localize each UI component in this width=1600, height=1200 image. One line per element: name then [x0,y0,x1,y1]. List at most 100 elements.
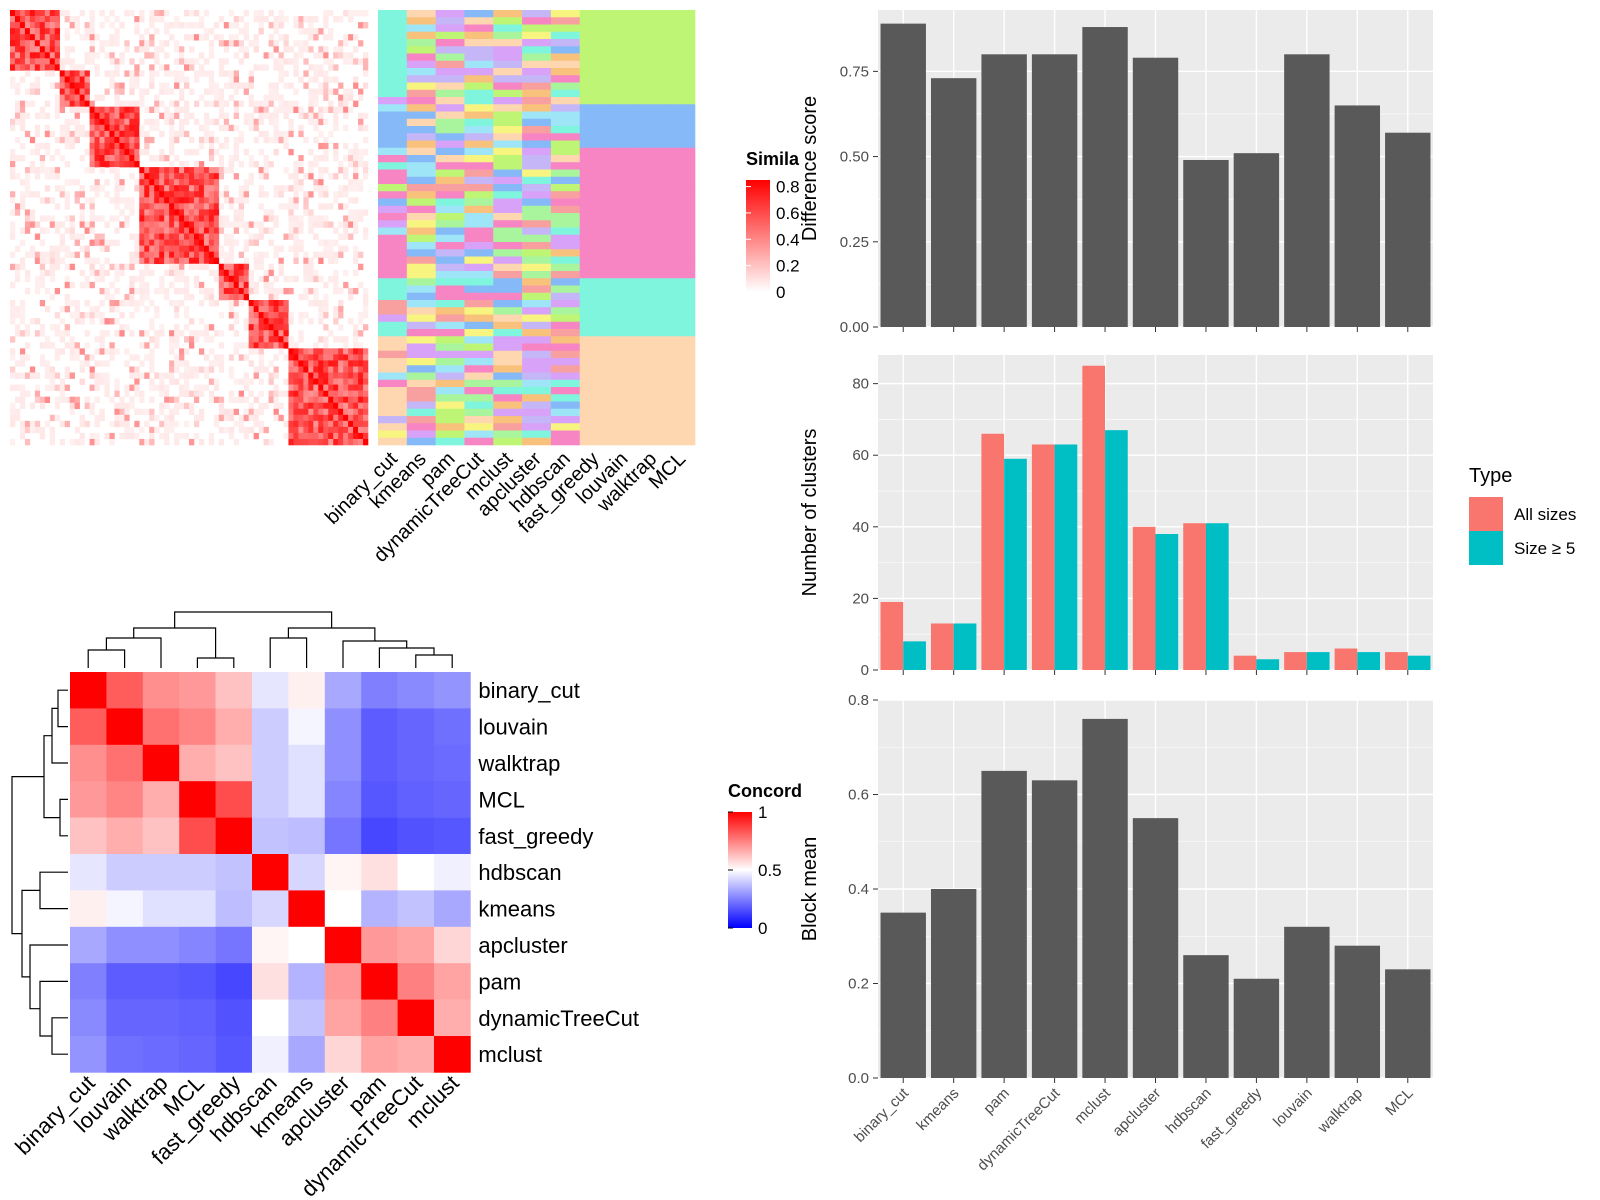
membership-cell [378,140,408,149]
similarity-cell [233,420,240,428]
membership-cell [493,242,523,250]
similarity-cell [243,354,249,361]
similarity-cell [164,251,170,259]
similarity-cell [174,354,180,361]
similarity-cell [268,161,274,168]
similarity-cell [273,22,279,29]
membership-cell [378,176,408,185]
similarity-cell [24,22,31,29]
similarity-cell [24,46,31,53]
bar [1385,132,1431,327]
similarity-cell [303,263,309,271]
similarity-cell [154,94,160,101]
similarity-cell [10,263,16,271]
similarity-cell [144,420,150,428]
similarity-cell [308,148,314,156]
concordance-cell [252,890,289,928]
similarity-cell [24,324,31,331]
similarity-cell [218,342,225,349]
concordance-row-labels: binary_cutlouvainwalktrapMCLfast_greedyh… [477,678,639,1067]
similarity-cell [268,118,274,126]
concordance-cell [288,744,326,782]
concordance-cell [142,854,180,891]
membership-cell [579,198,609,207]
membership-cell [550,10,581,18]
similarity-cell [184,378,190,385]
similarity-cell [343,360,349,367]
similarity-cell [273,112,279,120]
similarity-cell [258,118,264,126]
similarity-cell [228,287,235,295]
concordance-cell [70,781,107,818]
similarity-cell [358,432,364,440]
similarity-cell [189,185,195,192]
similarity-cell [49,293,56,301]
similarity-cell [144,287,150,295]
similarity-cell [10,76,16,83]
similarity-cell [283,390,289,397]
similarity-cell [198,318,205,325]
similarity-cell [323,215,329,222]
similarity-cell [223,233,230,240]
similarity-cell [74,402,80,410]
similarity-cell [164,179,170,186]
similarity-cell [303,414,309,422]
similarity-cell [333,46,339,53]
concordance-cell [361,999,398,1037]
membership-cell [608,416,638,424]
similarity-cell [24,185,31,192]
similarity-cell [343,408,349,416]
similarity-cell [258,251,264,259]
similarity-cell [99,342,105,349]
similarity-cell [343,124,349,132]
concordance-cell [252,926,289,964]
membership-cell [378,372,408,381]
similarity-cell [328,275,334,283]
similarity-cell [203,70,210,77]
similarity-heatmap [10,10,369,446]
similarity-cell [263,209,269,216]
similarity-cell [24,209,31,216]
similarity-cell [193,221,200,228]
similarity-cell [189,342,195,349]
similarity-cell [19,306,26,313]
similarity-cell [64,179,70,186]
similarity-cell [308,64,314,71]
concordance-cell [215,817,253,855]
similarity-cell [104,16,110,23]
similarity-cell [174,100,180,107]
similarity-cell [109,281,115,289]
similarity-cell [89,306,95,313]
similarity-cell [308,76,314,83]
type-legend-title: Type [1469,465,1512,487]
membership-cell [493,300,523,308]
similarity-cell [348,390,354,397]
similarity-cell [303,366,309,373]
similarity-cell [144,185,150,192]
membership-cell [550,379,581,388]
similarity-cell [94,257,100,265]
similarity-cell [298,239,304,246]
membership-cell [493,329,523,337]
similarity-cell [189,408,195,416]
similarity-cell [343,378,349,385]
similarity-cell [278,10,284,17]
membership-cell [579,307,609,315]
similarity-cell [99,161,105,168]
similarity-cell [343,185,349,192]
membership-cell [637,234,667,243]
similarity-cell [363,378,369,385]
concordance-cell [106,781,144,818]
similarity-cell [323,167,329,174]
similarity-cell [228,221,235,228]
similarity-cell [189,112,195,120]
similarity-cell [273,221,279,228]
similarity-cell [208,396,215,404]
similarity-cell [343,426,349,434]
similarity-cell [223,408,230,416]
similarity-cell [198,203,205,210]
similarity-cell [189,179,195,186]
similarity-cell [149,215,155,222]
similarity-cell [288,215,294,222]
membership-cell [608,394,638,402]
